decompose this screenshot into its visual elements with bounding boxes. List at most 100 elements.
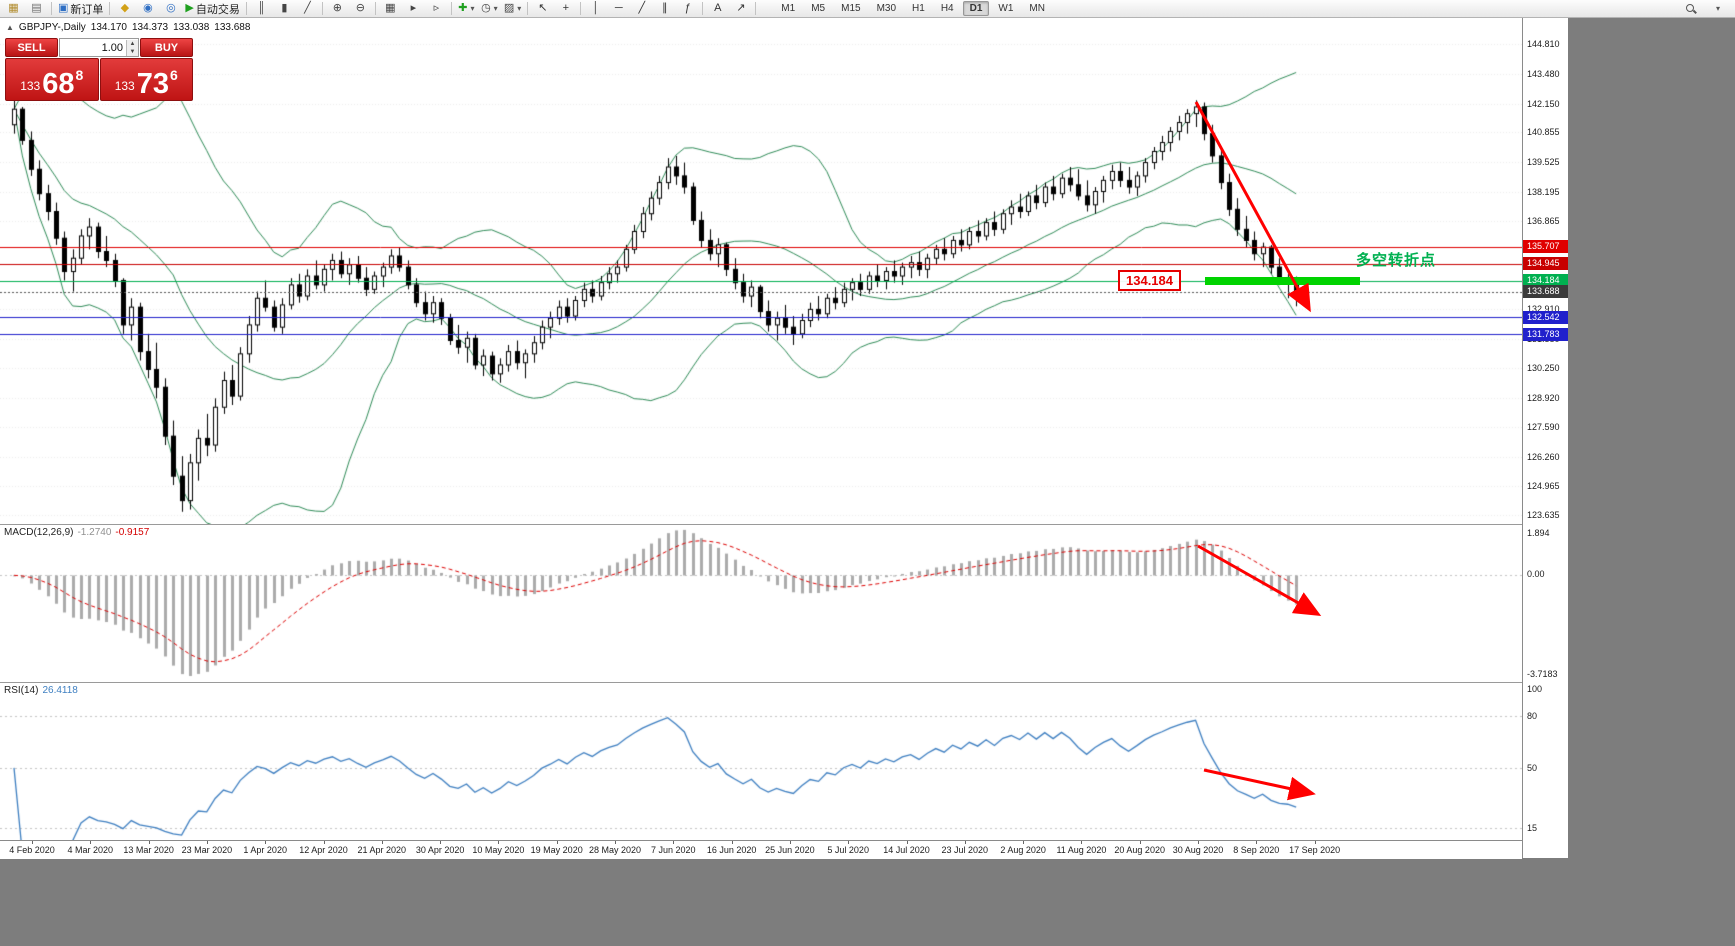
time-tick-label: 12 Apr 2020 <box>299 845 348 855</box>
toolbar-separator <box>51 2 52 15</box>
rsi-panel-canvas[interactable] <box>0 682 1522 840</box>
toolbar-separator <box>245 2 247 15</box>
periods-dropdown[interactable]: ▾ <box>493 4 498 13</box>
chart-bars-button[interactable]: ║ <box>250 0 273 18</box>
tile-windows-button[interactable]: ▦ <box>379 0 402 18</box>
time-tick-label: 17 Sep 2020 <box>1289 845 1341 855</box>
time-axis[interactable]: 4 Feb 2020 4 Mar 2020 13 Mar 2020 23 Mar 20… <box>0 840 1522 859</box>
arrows-tool-icon: ↗ <box>736 2 746 14</box>
chart-shift-button[interactable]: ▹ <box>425 0 448 18</box>
macd-main-value: -1.2740 <box>77 527 112 538</box>
volume-stepper[interactable]: 1.00 ▲ ▼ <box>59 38 139 57</box>
sell-button[interactable]: SELL <box>5 38 58 57</box>
timeframe-d1[interactable]: D1 <box>962 1 990 16</box>
buy-price-big: 73 <box>136 68 169 101</box>
timeframe-mn[interactable]: MN <box>1029 3 1045 14</box>
autotrading-label: 自动交易 <box>195 3 240 16</box>
periods-icon: ◷ <box>481 2 491 14</box>
equidistant-channel-button[interactable]: ∥ <box>653 0 676 18</box>
chart-line-button[interactable]: ╱ <box>296 0 319 18</box>
templates-dropdown[interactable]: ▾ <box>517 4 522 13</box>
toolbar-separator <box>580 2 582 15</box>
periods-button[interactable]: ◷ ▾ <box>478 0 501 18</box>
price-level-label: 131.783 <box>1523 327 1568 341</box>
buy-price-button[interactable]: 133 73 6 <box>99 58 193 101</box>
vertical-line-button[interactable]: │ <box>584 0 607 18</box>
market-watch-button[interactable]: ◉ <box>136 0 159 18</box>
time-tick-mark <box>265 841 266 844</box>
crosshair-button[interactable]: + <box>554 0 577 18</box>
chart-bars-icon: ║ <box>257 2 266 14</box>
time-tick-mark <box>673 841 674 844</box>
horizontal-line-button[interactable]: ─ <box>607 0 630 18</box>
trendline-icon: ╱ <box>638 2 646 14</box>
macd-label: MACD(12,26,9) -1.2740 -0.9157 <box>4 527 149 538</box>
search-button[interactable] <box>1679 0 1702 18</box>
time-tick-label: 1 Apr 2020 <box>243 845 287 855</box>
auto-scroll-button[interactable]: ▸ <box>402 0 425 18</box>
chart-window: ▲ GBPJPY-,Daily 134.170 134.373 133.038 … <box>0 18 1568 859</box>
trendline-button[interactable]: ╱ <box>630 0 653 18</box>
text-label-button[interactable]: A <box>706 0 729 18</box>
symbol-period: GBPJPY-,Daily <box>18 22 86 33</box>
volume-value[interactable]: 1.00 <box>101 41 123 54</box>
timeframe-m30[interactable]: M30 <box>876 3 897 14</box>
toolbar-separator <box>109 2 111 15</box>
support-zone-bar[interactable] <box>1205 277 1360 285</box>
price-level-label: 132.542 <box>1523 310 1568 324</box>
time-tick-label: 10 May 2020 <box>472 845 525 855</box>
time-tick-mark <box>1140 841 1141 844</box>
timeframe-w1[interactable]: W1 <box>998 3 1014 14</box>
time-tick-mark <box>965 841 966 844</box>
axis-tick-label: 139.525 <box>1527 157 1560 167</box>
data-window-button[interactable]: ◎ <box>159 0 182 18</box>
chart-profiles-button[interactable]: ▤ <box>25 0 48 18</box>
time-tick-label: 16 Jun 2020 <box>706 845 757 855</box>
price-annotation-box[interactable]: 134.184 <box>1118 270 1181 291</box>
axis-tick-label: 140.855 <box>1527 127 1560 138</box>
sell-price-button[interactable]: 133 68 8 <box>5 58 99 101</box>
price-level-label: 135.707 <box>1523 240 1568 254</box>
timeframe-m1[interactable]: M1 <box>781 3 796 14</box>
new-chart-button[interactable]: ▦ <box>2 0 25 18</box>
price-chart-canvas[interactable] <box>0 18 1522 524</box>
fibonacci-button[interactable]: ƒ <box>676 0 699 18</box>
time-tick-mark <box>615 841 616 844</box>
time-tick-mark <box>207 841 208 844</box>
one-click-trading-panel: SELL 1.00 ▲ ▼ BUY 133 68 8 133 <box>5 38 193 101</box>
indicators-button[interactable]: ✚ ▾ <box>455 0 478 18</box>
volume-up-icon[interactable]: ▲ <box>127 39 138 48</box>
macd-name: MACD(12,26,9) <box>4 527 74 538</box>
axis-tick-label: 138.195 <box>1527 186 1560 197</box>
auto-scroll-icon: ▸ <box>410 2 417 14</box>
chart-candles-button[interactable]: ▮ <box>273 0 296 18</box>
axis-tick-label: 130.250 <box>1527 363 1560 374</box>
indicators-dropdown[interactable]: ▾ <box>470 4 475 13</box>
buy-button[interactable]: BUY <box>140 38 193 57</box>
autotrading-button[interactable]: ▶ 自动交易 <box>182 0 242 18</box>
templates-button[interactable]: ▨ ▾ <box>501 0 524 18</box>
new-order-icon: ▣ <box>58 2 69 14</box>
zoom-out-button[interactable]: ⊖ <box>349 0 372 18</box>
timeframe-h4[interactable]: H4 <box>940 3 954 14</box>
time-tick-mark <box>32 841 33 844</box>
timeframe-m5[interactable]: M5 <box>811 3 826 14</box>
price-axis[interactable]: 144.810 143.480 142.150 140.855 139.525 138.1… <box>1522 18 1568 858</box>
toolbar-more-button[interactable]: ▾ <box>1706 0 1729 18</box>
macd-panel-canvas[interactable] <box>0 524 1522 682</box>
one-click-collapse-toggle[interactable]: ▲ <box>6 23 14 32</box>
timeframe-m15[interactable]: M15 <box>841 3 861 14</box>
axis-tick-label: 144.810 <box>1527 39 1560 50</box>
arrows-tool-button[interactable]: ↗ <box>729 0 752 18</box>
volume-down-icon[interactable]: ▼ <box>127 47 138 56</box>
metaeditor-button[interactable]: ◆ <box>113 0 136 18</box>
cursor-button[interactable]: ↖ <box>531 0 554 18</box>
panel-separator-rsi[interactable] <box>0 682 1568 683</box>
chart-line-icon: ╱ <box>304 2 311 14</box>
timeframe-h1[interactable]: H1 <box>912 3 925 14</box>
turning-point-label[interactable]: 多空转折点 <box>1356 252 1437 269</box>
zoom-in-button[interactable]: ⊕ <box>326 0 349 18</box>
panel-separator-macd[interactable] <box>0 524 1568 525</box>
new-order-button[interactable]: ▣ 新订单 <box>55 0 106 18</box>
